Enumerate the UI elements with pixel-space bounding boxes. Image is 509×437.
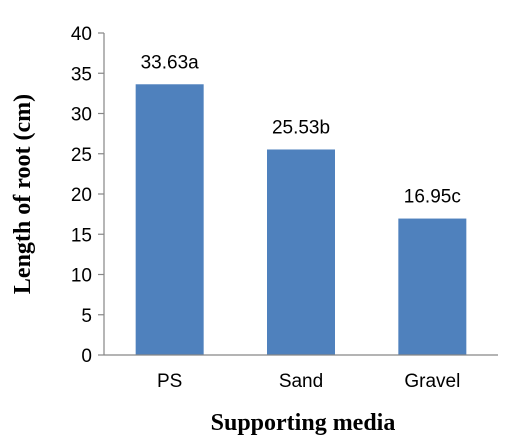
y-tick-label: 20: [71, 185, 92, 206]
y-tick-label: 25: [71, 145, 92, 166]
data-label-ps: 33.63a: [141, 52, 200, 73]
bar-gravel: [398, 218, 467, 355]
y-tick-label: 30: [71, 105, 92, 126]
data-labels: 33.63a 25.53b 16.95c: [141, 52, 461, 207]
y-axis-ticks: 0 5 10 15 20 25 30 35 40: [71, 24, 104, 367]
x-axis-ticks: PS Sand Gravel: [157, 371, 460, 392]
x-tick-label-sand: Sand: [279, 371, 323, 392]
bar-ps: [135, 84, 204, 355]
x-tick-label-gravel: Gravel: [404, 371, 460, 392]
y-tick-label: 5: [81, 306, 92, 327]
bars: [135, 84, 467, 355]
bar-sand: [267, 149, 335, 355]
y-tick-label: 35: [71, 64, 92, 85]
data-label-gravel: 16.95c: [404, 187, 461, 208]
data-label-sand: 25.53b: [272, 117, 330, 138]
x-axis-title: Supporting media: [211, 410, 396, 436]
y-tick-label: 40: [71, 24, 92, 45]
y-tick-label: 0: [81, 346, 92, 367]
y-tick-label: 15: [71, 225, 92, 246]
x-tick-label-ps: PS: [157, 371, 182, 392]
y-axis-title: Length of root (cm): [10, 94, 36, 294]
y-tick-label: 10: [71, 266, 92, 287]
